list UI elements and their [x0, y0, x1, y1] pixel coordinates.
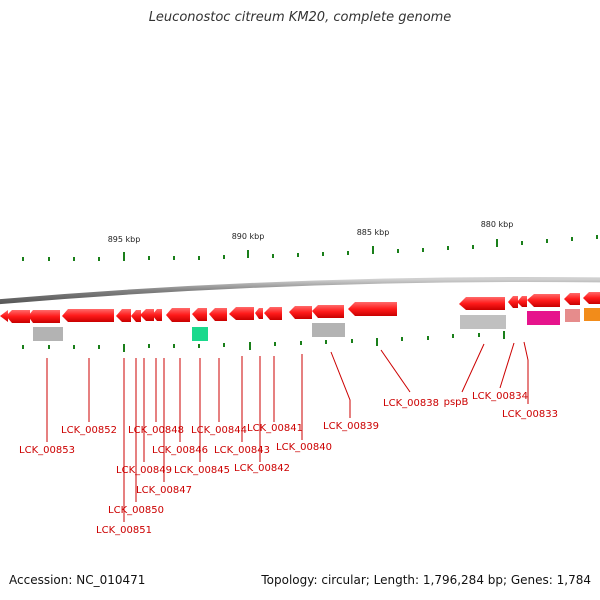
genome-backbone: [0, 276, 600, 305]
gene-arrow: [459, 297, 505, 310]
label-leader-lines: [46, 341, 529, 522]
gene-arrow: [0, 310, 8, 322]
gene-arrow: [140, 309, 154, 321]
leader-line: [461, 343, 485, 393]
gene-arrow: [152, 309, 162, 321]
gene-label-lck-00850: LCK_00850: [108, 505, 164, 516]
gene-label-lck-00851: LCK_00851: [96, 525, 152, 536]
kbp-label-890: 890 kbp: [232, 232, 265, 241]
gene-label-lck-00838: LCK_00838: [383, 398, 439, 409]
gene-label-lck-00839: LCK_00839: [323, 421, 379, 432]
gene-arrow: [517, 296, 527, 307]
leader-line: [523, 341, 529, 404]
gene-arrow: [166, 308, 190, 322]
gene-label-lck-00852: LCK_00852: [61, 425, 117, 436]
gene-arrow: [255, 308, 263, 319]
leader-line: [380, 349, 411, 393]
gene-label-lck-00844: LCK_00844: [191, 425, 247, 436]
gene-arrow: [527, 294, 560, 307]
feature-box-pink: [565, 309, 580, 322]
feature-box-magenta: [527, 311, 560, 325]
gene-arrow: [264, 307, 282, 320]
leader-line: [499, 342, 515, 389]
kbp-label-885: 885 kbp: [357, 228, 390, 237]
genome-stats-text: Topology: circular; Length: 1,796,284 bp…: [261, 573, 591, 587]
gene-labels: LCK_00853 LCK_00852 LCK_00851 LCK_00850 …: [19, 391, 558, 536]
kbp-label-895: 895 kbp: [108, 235, 141, 244]
gene-arrow: [312, 305, 344, 318]
kbp-label-880: 880 kbp: [481, 220, 514, 229]
gene-arrow: [229, 307, 254, 320]
gene-label-lck-00849: LCK_00849: [116, 465, 172, 476]
leader-line: [330, 351, 351, 418]
gene-label-lck-00853: LCK_00853: [19, 445, 75, 456]
feature-box-gray: [460, 315, 506, 329]
gene-label-lck-00848: LCK_00848: [128, 425, 184, 436]
gene-arrow: [209, 308, 227, 321]
gene-arrow: [583, 292, 600, 304]
gene-label-lck-00845: LCK_00845: [174, 465, 230, 476]
feature-box-teal: [192, 327, 208, 341]
gene-label-pspb: pspB: [444, 397, 469, 408]
accession-text: Accession: NC_010471: [9, 573, 146, 587]
gene-arrow: [564, 293, 580, 305]
gene-label-lck-00847: LCK_00847: [136, 485, 192, 496]
feature-box-gray: [33, 327, 63, 341]
gene-arrow: [6, 310, 30, 323]
gene-label-lck-00841: LCK_00841: [247, 423, 303, 434]
gene-label-lck-00846: LCK_00846: [152, 445, 208, 456]
gene-track: [0, 292, 600, 323]
gene-label-lck-00833: LCK_00833: [502, 409, 558, 420]
gene-label-lck-00842: LCK_00842: [234, 463, 290, 474]
gene-label-lck-00834: LCK_00834: [472, 391, 528, 402]
outer-scale-ticks: [22, 235, 598, 261]
inner-scale-ticks: [22, 331, 505, 352]
gene-arrow: [116, 309, 131, 322]
gene-label-lck-00840: LCK_00840: [276, 442, 332, 453]
feature-box-orange: [584, 308, 600, 321]
gene-arrow: [289, 306, 312, 319]
gene-arrow: [28, 310, 60, 323]
gene-arrow: [192, 308, 207, 321]
gene-arrow: [348, 302, 397, 316]
gene-arrow: [508, 296, 518, 308]
gene-label-lck-00843: LCK_00843: [214, 445, 270, 456]
feature-box-gray: [312, 323, 345, 337]
gene-arrow: [131, 310, 141, 322]
gene-arrow: [62, 309, 114, 322]
map-title: Leuconostoc citreum KM20, complete genom…: [148, 10, 452, 25]
